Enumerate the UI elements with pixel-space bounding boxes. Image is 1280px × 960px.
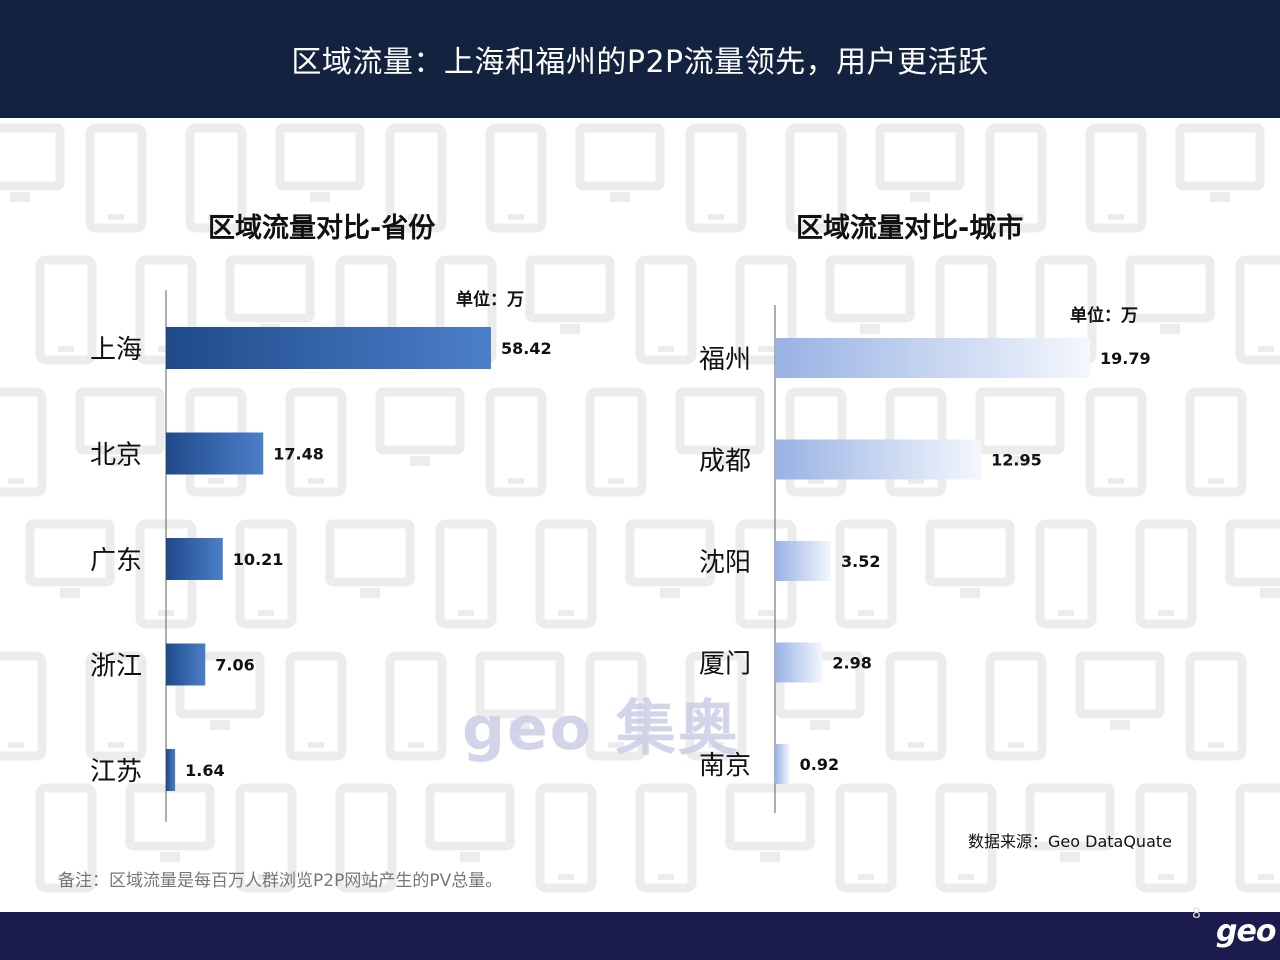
data-label: 17.48 xyxy=(273,445,324,464)
data-label: 19.79 xyxy=(1100,349,1151,368)
bar xyxy=(775,744,790,784)
bar xyxy=(166,432,264,475)
unit-label-city: 单位：万 xyxy=(1070,306,1138,326)
category-label: 上海 xyxy=(90,335,142,365)
footnote: 备注：区域流量是每百万人群浏览P2P网站产生的PV总量。 xyxy=(58,871,503,891)
header-bar: 区域流量：上海和福州的P2P流量领先，用户更活跃 xyxy=(0,0,1280,118)
page-title: 区域流量：上海和福州的P2P流量领先，用户更活跃 xyxy=(291,45,989,80)
category-label: 广东 xyxy=(90,546,142,576)
data-label: 58.42 xyxy=(501,339,552,358)
bar xyxy=(166,327,491,369)
bar xyxy=(775,439,982,480)
bar xyxy=(775,338,1090,378)
page-number: 8 xyxy=(1192,906,1201,922)
data-label: 2.98 xyxy=(832,654,871,673)
bar xyxy=(775,642,823,683)
bar xyxy=(166,538,223,580)
footer-bar xyxy=(0,912,1280,960)
chart-title-city: 区域流量对比-城市 xyxy=(796,213,1024,244)
category-label: 北京 xyxy=(90,441,142,471)
data-label: 0.92 xyxy=(800,755,839,774)
bar xyxy=(166,749,176,791)
data-label: 1.64 xyxy=(185,761,224,780)
category-label: 南京 xyxy=(699,751,751,781)
watermark-logo: geo 集奥 xyxy=(462,694,740,764)
unit-label-province: 单位：万 xyxy=(456,290,524,310)
background-pattern xyxy=(0,123,1280,893)
category-label: 江苏 xyxy=(90,757,142,787)
footer-logo: geo xyxy=(1216,914,1276,949)
bar xyxy=(166,643,206,686)
chart-title-province: 区域流量对比-省份 xyxy=(208,213,436,244)
data-source: 数据来源：Geo DataQuate xyxy=(968,832,1172,851)
data-label: 10.21 xyxy=(233,550,284,569)
category-label: 福州 xyxy=(699,345,751,375)
data-label: 7.06 xyxy=(215,656,254,675)
data-label: 12.95 xyxy=(991,451,1042,470)
city-bar-chart: 福州 19.79 成都 12.95 沈阳 3.52 厦门 2.98 南京 0.92 xyxy=(699,305,1151,813)
bar xyxy=(775,541,832,581)
province-bar-chart: 上海 58.42 北京 17.48 广东 10.21 浙江 7.06 江苏 1.64 xyxy=(90,290,552,822)
data-label: 3.52 xyxy=(841,552,880,571)
category-label: 成都 xyxy=(699,447,751,477)
category-label: 厦门 xyxy=(699,650,751,680)
category-label: 沈阳 xyxy=(699,548,751,578)
category-label: 浙江 xyxy=(90,652,142,682)
